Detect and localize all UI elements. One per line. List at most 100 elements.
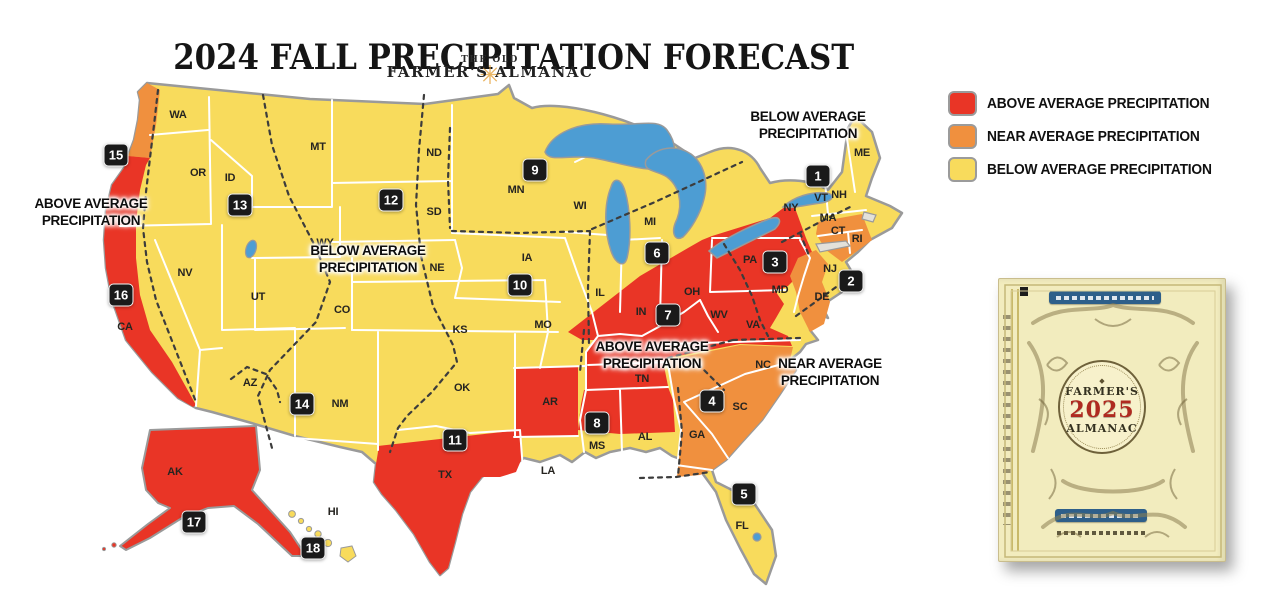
state-label-ak: AK — [167, 466, 183, 478]
state-label-tn: TN — [634, 373, 650, 385]
state-label-id: ID — [224, 172, 236, 184]
legend-item-above: ABOVE AVERAGE PRECIPITATION — [948, 91, 1224, 116]
almanac-book-cover: ◆ FARMER'S 2025 ALMANAC — [998, 278, 1226, 562]
state-label-ct: CT — [830, 225, 846, 237]
state-label-ca: CA — [117, 321, 133, 333]
state-label-fl: FL — [735, 520, 749, 532]
state-label-me: ME — [853, 147, 871, 159]
map-alaska — [119, 425, 307, 557]
legend-label-below: BELOW AVERAGE PRECIPITATION — [987, 161, 1212, 178]
legend-item-below: BELOW AVERAGE PRECIPITATION — [948, 157, 1224, 182]
region-marker-9: 9 — [522, 158, 548, 182]
state-label-nc: NC — [755, 359, 771, 371]
region-marker-11: 11 — [442, 428, 468, 452]
region-above-ohio-valley — [568, 206, 812, 390]
region-above-west-coast — [104, 156, 196, 407]
forecast-label-northeast: BELOW AVERAGE PRECIPITATION — [750, 109, 866, 141]
state-label-nm: NM — [331, 398, 349, 410]
state-label-co: CO — [333, 304, 351, 316]
region-marker-8: 8 — [584, 411, 610, 435]
region-above-arkansas — [514, 366, 578, 437]
legend-label-near: NEAR AVERAGE PRECIPITATION — [987, 128, 1200, 145]
region-marker-3: 3 — [762, 250, 788, 274]
state-label-mo: MO — [534, 319, 552, 331]
region-marker-17: 17 — [181, 510, 207, 534]
state-label-or: OR — [189, 167, 207, 179]
map-aleutian-islet — [111, 542, 117, 548]
region-marker-15: 15 — [103, 143, 129, 167]
state-label-in: IN — [635, 306, 647, 318]
legend: ABOVE AVERAGE PRECIPITATION NEAR AVERAGE … — [948, 91, 1224, 191]
state-label-ks: KS — [452, 324, 468, 336]
region-marker-18: 18 — [300, 536, 326, 560]
region-near-mid-atlantic — [790, 250, 830, 332]
book-spine-ticks — [1003, 315, 1011, 525]
region-marker-1: 1 — [805, 164, 831, 188]
logo-name-text: FARMER'S ALMANAC — [386, 63, 594, 82]
state-label-wv: WV — [710, 309, 728, 321]
state-label-wi: WI — [573, 200, 587, 212]
almanac-logo: ✳ THE OLD FARMER'S ALMANAC — [330, 55, 650, 89]
state-label-ny: NY — [783, 202, 799, 214]
region-marker-13: 13 — [227, 193, 253, 217]
region-marker-7: 7 — [655, 303, 681, 327]
state-label-nj: NJ — [823, 263, 837, 275]
state-label-md: MD — [771, 284, 789, 296]
legend-swatch-above — [948, 91, 977, 116]
sun-icon: ✳ — [479, 60, 501, 90]
region-marker-2: 2 — [838, 269, 864, 293]
book-cover-background: ◆ FARMER'S 2025 ALMANAC — [998, 278, 1226, 562]
book-spine-line — [1017, 289, 1019, 551]
map-hawaii — [288, 510, 357, 563]
forecast-label-central: BELOW AVERAGE PRECIPITATION — [310, 243, 426, 275]
forecast-region-boundaries — [141, 88, 854, 480]
state-borders — [119, 96, 867, 478]
lake-michigan — [605, 179, 631, 265]
region-marker-10: 10 — [507, 273, 533, 297]
forecast-label-ohio-valley: ABOVE AVERAGE PRECIPITATION — [595, 339, 709, 371]
legend-swatch-near — [948, 124, 977, 149]
state-label-il: IL — [595, 287, 605, 299]
lake-okeechobee — [752, 532, 762, 542]
state-label-mt: MT — [310, 141, 326, 153]
state-label-az: AZ — [242, 377, 258, 389]
state-label-vt: VT — [814, 192, 828, 204]
region-marker-5: 5 — [731, 482, 757, 506]
state-label-wy: WY — [316, 237, 334, 249]
state-label-ma: MA — [819, 212, 837, 224]
lake-huron — [644, 147, 707, 240]
book-title-top: FARMER'S — [1065, 385, 1139, 399]
state-label-ri: RI — [851, 233, 863, 245]
region-marker-6: 6 — [644, 241, 670, 265]
map-aleutian-islet — [101, 546, 107, 552]
region-marker-12: 12 — [378, 188, 404, 212]
region-near-southeast — [668, 345, 796, 477]
page-title: 2024 FALL PRECIPITATION FORECAST — [173, 37, 855, 79]
state-label-hi: HI — [327, 506, 339, 518]
crest-icon: ◆ — [1099, 378, 1105, 386]
state-label-ne: NE — [429, 262, 445, 274]
state-label-ga: GA — [688, 429, 706, 441]
lake-superior — [544, 122, 676, 170]
state-label-oh: OH — [683, 286, 701, 298]
state-label-ar: AR — [542, 396, 558, 408]
state-label-wa: WA — [169, 109, 187, 121]
book-engraving-art — [1004, 284, 1222, 558]
state-label-nh: NH — [831, 189, 847, 201]
region-marker-14: 14 — [289, 392, 315, 416]
region-above-texas — [374, 430, 522, 575]
forecast-label-southeast: NEAR AVERAGE PRECIPITATION — [778, 356, 882, 388]
state-label-ia: IA — [521, 252, 533, 264]
long-island — [815, 240, 852, 253]
logo-top-text: THE OLD — [461, 55, 519, 65]
state-label-ms: MS — [588, 440, 606, 452]
book-title-oval: ◆ FARMER'S 2025 ALMANAC — [1058, 360, 1146, 454]
state-label-mn: MN — [507, 184, 525, 196]
state-label-la: LA — [540, 465, 556, 477]
great-salt-lake — [244, 239, 258, 259]
state-label-de: DE — [814, 291, 830, 303]
state-label-nv: NV — [177, 267, 193, 279]
state-label-sc: SC — [732, 401, 748, 413]
state-label-tx: TX — [438, 469, 452, 481]
